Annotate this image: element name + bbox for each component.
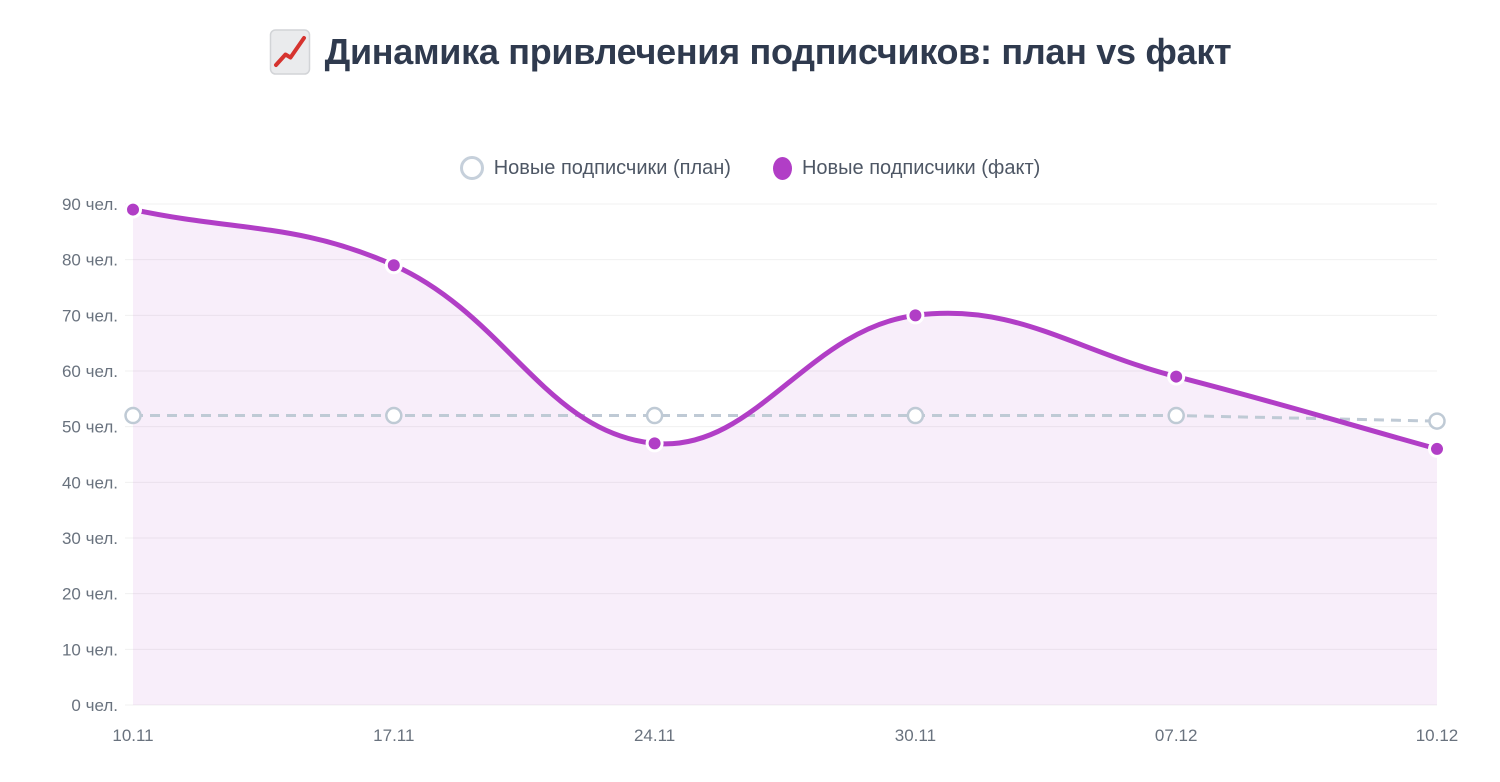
y-axis-label: 10 чел.: [62, 640, 118, 659]
plan-data-point[interactable]: [124, 406, 142, 425]
chart-legend: Новые подписчики (план) Новые подписчики…: [0, 156, 1500, 180]
y-axis-label: 70 чел.: [62, 306, 118, 325]
fact-data-point[interactable]: [906, 306, 925, 325]
fact-data-point[interactable]: [645, 434, 664, 453]
legend-label-plan: Новые подписчики (план): [493, 156, 731, 179]
page-title: Динамика привлечения подписчиков: план v…: [324, 31, 1232, 72]
x-axis-label: 10.11: [112, 726, 153, 745]
x-axis-label: 17.11: [373, 726, 414, 745]
fact-line: [130, 207, 1440, 452]
fact-marker-icon: [772, 156, 792, 180]
y-axis-label: 60 чел.: [62, 362, 118, 381]
y-axis-label: 40 чел.: [62, 473, 118, 492]
y-axis-label: 80 чел.: [62, 251, 118, 270]
y-axis-label: 90 чел.: [62, 195, 118, 214]
y-axis-label: 20 чел.: [62, 585, 118, 604]
legend-label-fact: Новые подписчики (факт): [801, 156, 1041, 179]
x-axis-label: 07.12: [1155, 726, 1198, 745]
y-axis-label: 50 чел.: [62, 418, 118, 437]
chart-increasing-icon: [269, 28, 311, 76]
chart-header: Динамика привлечения подписчиков: план v…: [0, 28, 1500, 76]
y-axis-label: 0 чел.: [71, 696, 118, 715]
plan-data-point[interactable]: [645, 406, 664, 425]
fact-area-fill: [133, 209, 1437, 706]
fact-data-point[interactable]: [1167, 367, 1186, 386]
x-axis-label: 24.11: [634, 726, 675, 745]
plan-marker-icon: [459, 156, 484, 180]
plan-data-point[interactable]: [1167, 406, 1185, 425]
y-axis-label: 30 чел.: [62, 529, 118, 548]
fact-data-point[interactable]: [384, 256, 403, 275]
legend-item-fact[interactable]: Новые подписчики (факт): [772, 156, 1041, 180]
fact-data-point[interactable]: [1428, 439, 1446, 458]
plan-data-point[interactable]: [906, 406, 925, 425]
fact-data-point[interactable]: [124, 200, 142, 219]
x-axis-label: 30.11: [895, 726, 936, 745]
plan-line: [133, 414, 1438, 423]
plan-data-point[interactable]: [1428, 412, 1446, 430]
plan-data-point[interactable]: [385, 406, 403, 425]
legend-item-plan[interactable]: Новые подписчики (план): [459, 156, 731, 180]
x-axis-label: 10.12: [1416, 726, 1459, 745]
